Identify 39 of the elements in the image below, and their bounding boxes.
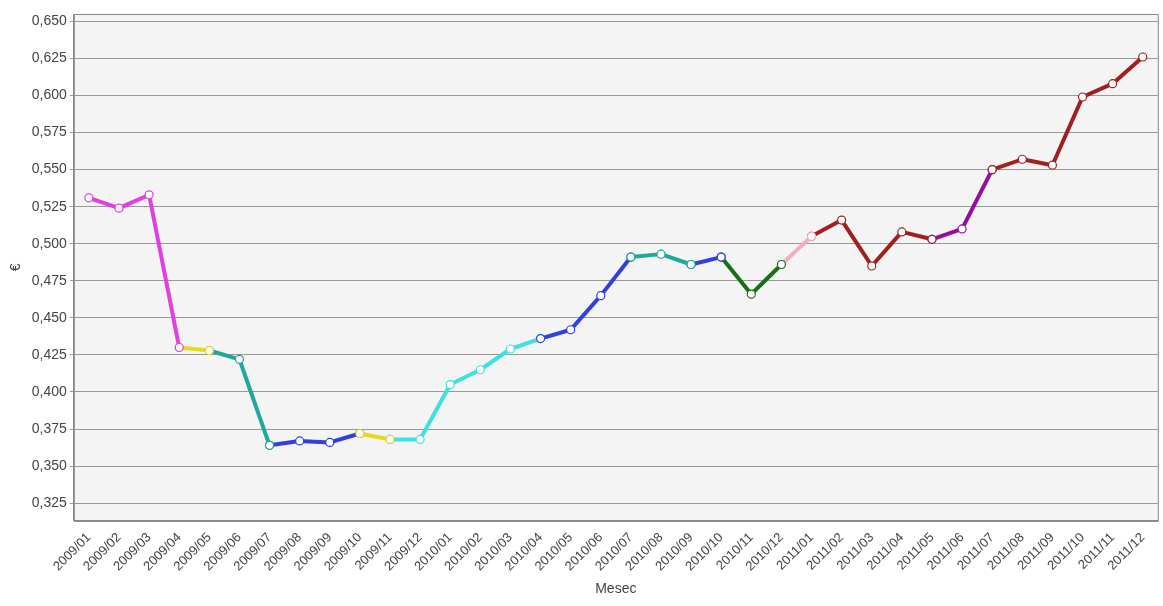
point <box>656 249 666 259</box>
y-tick-label: 0,650 <box>31 12 68 29</box>
y-tick-label: 0,625 <box>31 49 68 66</box>
point <box>295 436 305 446</box>
point <box>596 291 606 301</box>
y-tick-label: 0,325 <box>31 494 68 511</box>
y-tick-label: 0,600 <box>31 86 68 103</box>
point <box>415 434 425 445</box>
y-tick-label: 0,550 <box>31 160 68 177</box>
x-axis-title: Mesec <box>595 580 637 597</box>
point <box>325 437 335 447</box>
y-tick-label: 0,525 <box>31 197 68 214</box>
y-axis-title: € <box>7 263 24 272</box>
point <box>114 203 124 213</box>
point <box>566 325 576 335</box>
point <box>746 289 756 299</box>
y-tick-label: 0,450 <box>31 308 68 325</box>
y-tick-label: 0,500 <box>31 234 68 251</box>
point <box>1138 52 1148 62</box>
point <box>144 190 154 200</box>
point <box>475 365 485 375</box>
point <box>867 261 877 271</box>
y-tick-label: 0,575 <box>31 123 68 140</box>
point <box>84 193 94 203</box>
y-tick-label: 0,350 <box>31 456 68 473</box>
point <box>1108 79 1118 89</box>
point <box>897 227 907 237</box>
y-tick-label: 0,475 <box>31 271 68 288</box>
y-tick-label: 0,400 <box>31 382 68 399</box>
point <box>1077 92 1088 102</box>
point <box>505 344 516 354</box>
point <box>234 354 245 364</box>
point <box>837 215 847 225</box>
point <box>957 224 967 234</box>
point <box>1017 154 1027 164</box>
point <box>1047 160 1058 170</box>
point <box>445 379 455 390</box>
y-tick-label: 0,375 <box>31 419 68 436</box>
y-tick-label: 0,425 <box>31 345 68 362</box>
